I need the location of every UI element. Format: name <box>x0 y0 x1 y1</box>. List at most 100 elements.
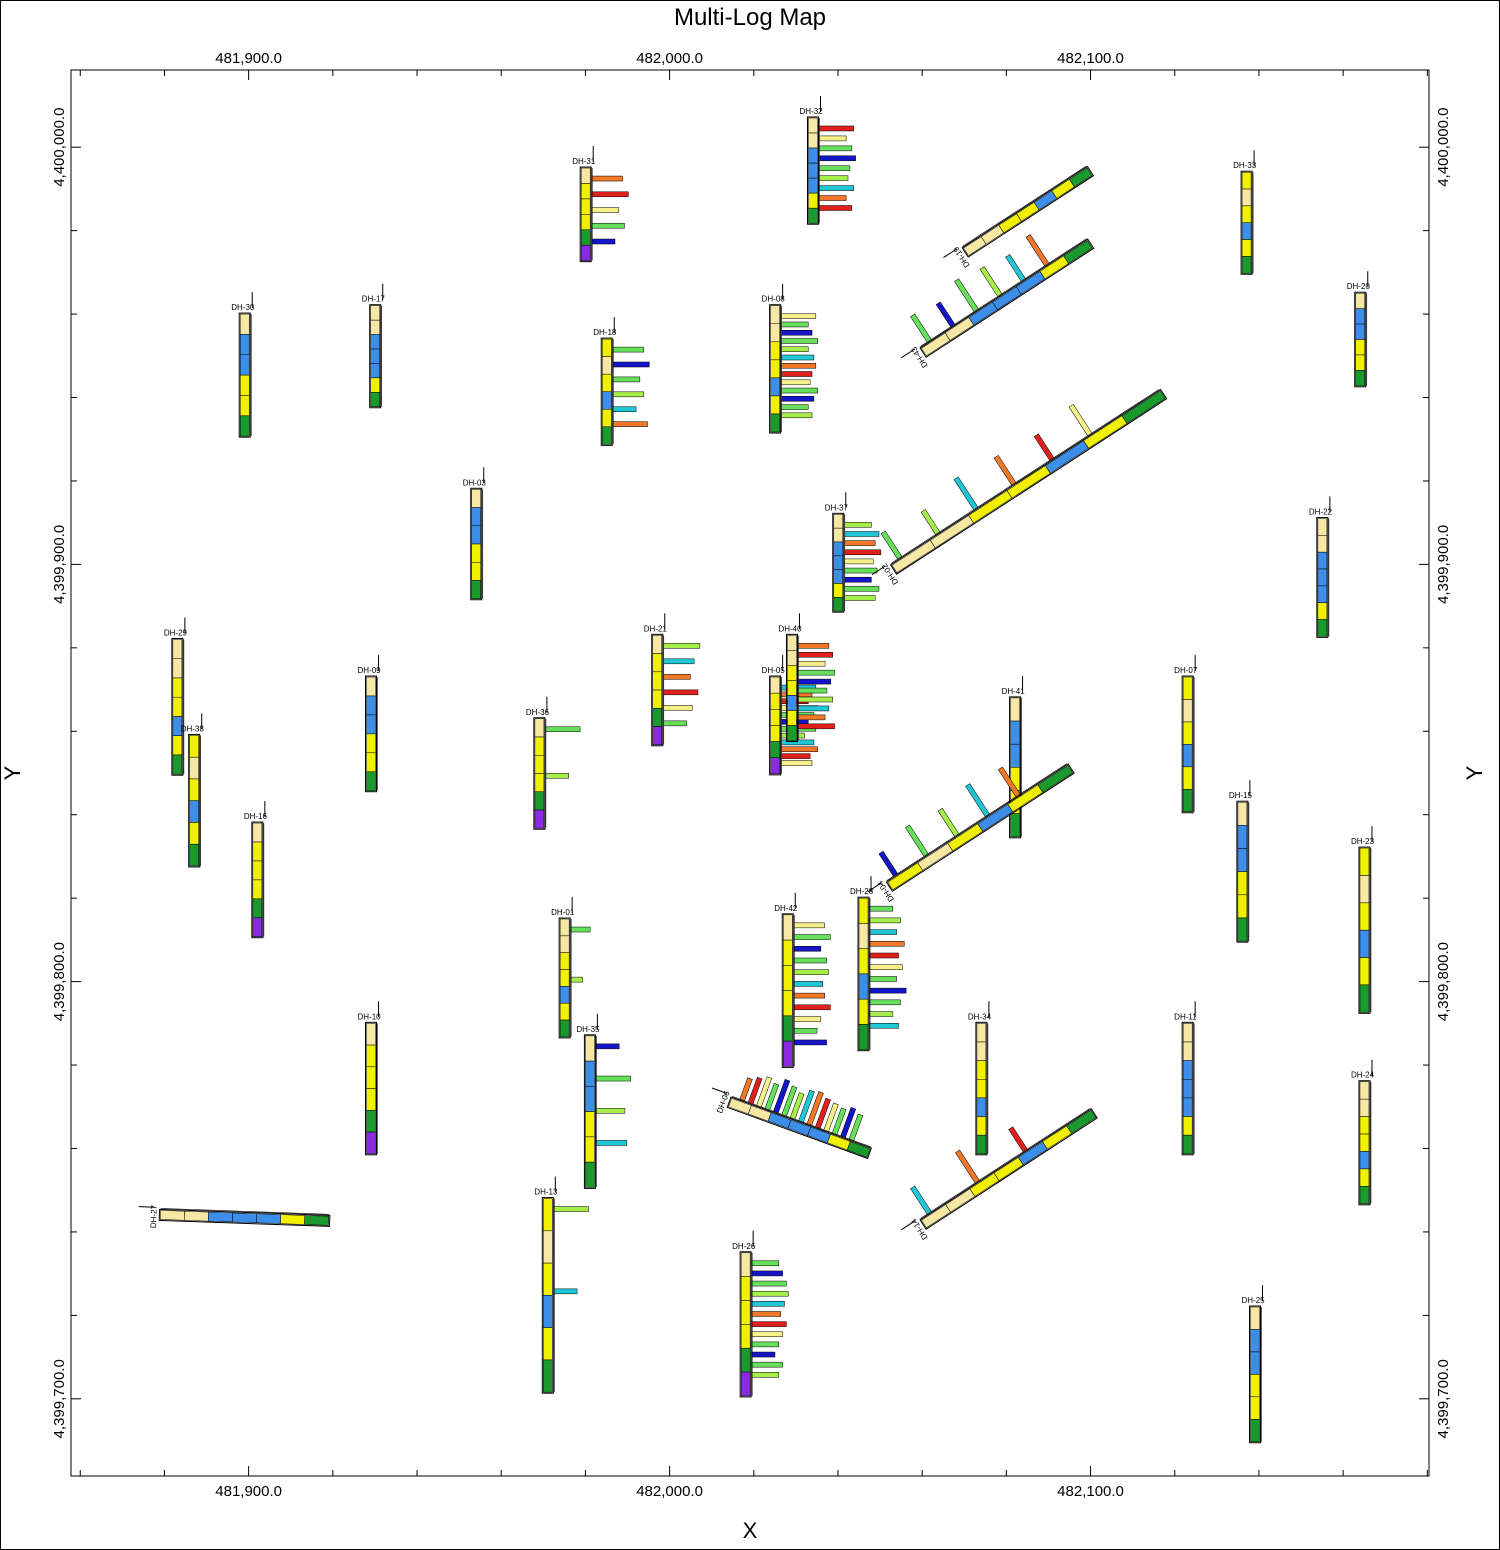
y-tick-label-left: 4,400,000.0 <box>51 108 68 187</box>
litho-interval <box>585 1111 595 1138</box>
drillhole-log: DH-19 <box>943 165 1095 269</box>
assay-bar <box>591 207 620 213</box>
assay-bar <box>844 576 872 583</box>
litho-interval <box>1010 720 1020 745</box>
litho-interval <box>189 756 199 780</box>
litho-interval <box>1066 1109 1097 1134</box>
assay-bar <box>794 1039 827 1046</box>
collar-marker <box>901 1220 916 1231</box>
litho-interval <box>1241 205 1252 223</box>
assay-bar <box>1008 1126 1028 1153</box>
drillhole-log: DH-09 <box>358 655 382 793</box>
litho-interval <box>1010 743 1020 768</box>
litho-interval <box>740 1371 751 1397</box>
assay-bar <box>612 361 650 368</box>
assay-bar <box>798 696 833 703</box>
log-outline <box>1009 696 1022 839</box>
assay-bar <box>781 363 817 369</box>
litho-interval <box>1355 354 1366 371</box>
assay-bar <box>554 1288 578 1295</box>
litho-interval <box>1182 1134 1193 1155</box>
assay-bar <box>739 1077 753 1102</box>
litho-interval <box>370 392 380 408</box>
drillhole-label: DH-17 <box>362 295 386 304</box>
litho-interval <box>808 162 818 179</box>
litho-interval <box>585 1136 595 1163</box>
litho-interval <box>740 1252 751 1277</box>
chart-title: Multi-Log Map <box>673 4 827 31</box>
litho-interval <box>252 860 263 881</box>
drillhole-dh-24: DH-24 <box>1351 1059 1375 1206</box>
collar-marker <box>711 1087 728 1094</box>
litho-interval <box>559 969 570 987</box>
drillhole-dh-28: DH-28 <box>850 876 907 1052</box>
log-outline <box>533 717 546 830</box>
litho-interval <box>976 1060 987 1080</box>
collar-marker <box>867 882 882 893</box>
assay-bar <box>663 658 695 665</box>
litho-interval <box>580 198 591 215</box>
litho-interval <box>652 726 663 746</box>
drillhole-dh-23: DH-23 <box>1351 826 1375 1014</box>
log-outline <box>651 633 664 747</box>
log-outline <box>1236 800 1249 943</box>
assay-bar <box>554 1206 589 1212</box>
drillhole-dh-01: DH-01 <box>551 897 591 1039</box>
assay-bar <box>869 999 901 1006</box>
collar-marker <box>901 348 916 359</box>
litho-interval <box>1182 699 1193 723</box>
litho-interval <box>601 426 612 445</box>
litho-interval <box>280 1214 306 1225</box>
drillhole-log: DH-02 <box>871 388 1168 586</box>
litho-interval <box>1355 292 1366 309</box>
litho-interval <box>172 754 183 775</box>
litho-interval <box>858 923 869 949</box>
litho-interval <box>252 822 263 843</box>
litho-interval <box>1037 764 1074 793</box>
assay-bar <box>781 404 809 410</box>
litho-interval <box>787 695 797 711</box>
litho-interval <box>1237 801 1248 826</box>
drillhole-dh-09: DH-09 <box>358 655 382 793</box>
drillhole-dh-04: DH-04 <box>867 763 1075 903</box>
drillhole-label: DH-09 <box>358 666 382 675</box>
assay-bar <box>794 934 831 940</box>
drillhole-dh-02: DH-02 <box>871 388 1168 586</box>
litho-interval <box>159 1210 185 1221</box>
assay-bar <box>844 549 882 556</box>
litho-interval <box>534 791 545 811</box>
litho-interval <box>833 569 844 584</box>
litho-interval <box>1182 1079 1193 1099</box>
assay-bar <box>591 223 625 229</box>
litho-interval <box>471 489 481 508</box>
assay-bar <box>798 714 826 721</box>
assay-bar <box>869 1023 899 1029</box>
litho-interval <box>1182 1023 1193 1043</box>
assay-bar <box>545 726 581 733</box>
litho-interval <box>1182 1041 1193 1061</box>
litho-interval <box>239 395 250 417</box>
assay-bar <box>844 567 878 574</box>
drillhole-log: DH-01 <box>551 897 591 1039</box>
litho-interval <box>770 676 780 694</box>
litho-interval <box>172 639 183 659</box>
litho-interval <box>239 374 250 396</box>
drillhole-dh-19: DH-19 <box>943 165 1095 269</box>
drillhole-dh-14: DH-14 <box>901 1108 1098 1241</box>
assay-bar <box>612 376 641 383</box>
litho-interval <box>770 725 780 742</box>
drillhole-log: DH-22 <box>1309 496 1333 638</box>
litho-interval <box>787 665 797 681</box>
drillhole-dh-25: DH-25 <box>1242 1285 1265 1444</box>
litho-interval <box>366 1131 376 1155</box>
drillhole-log: DH-43 <box>901 234 1095 369</box>
assay-bar <box>781 753 811 759</box>
litho-interval <box>770 395 780 415</box>
assay-bar <box>751 1372 780 1378</box>
log-outline <box>583 1034 596 1189</box>
log-outline <box>365 675 378 793</box>
drillhole-dh-35: DH-35 <box>576 1013 631 1189</box>
drillhole-dh-33: DH-33 <box>1233 150 1257 275</box>
drillhole-dh-16: DH-16 <box>244 801 268 939</box>
litho-interval <box>534 809 545 829</box>
